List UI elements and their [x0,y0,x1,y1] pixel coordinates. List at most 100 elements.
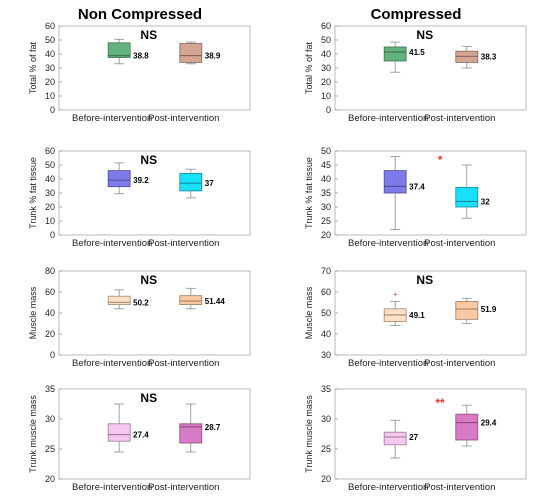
x-category-label: Post-intervention [148,238,219,249]
y-tick-label: 20 [321,230,331,240]
panel-nc-muscle: 0 20 40 60 80 Muscle mass 50.2 51.44 NS Before-in… [28,266,251,369]
y-tick-label: 20 [45,474,55,484]
box-before [383,170,407,194]
y-tick-label: 50 [321,308,331,318]
box-post [179,43,203,63]
y-tick-label: 50 [45,160,55,170]
median-value-label: 50.2 [133,298,149,307]
panel-c-fat: 0 10 20 30 40 50 60 Total % of fat 41.5 38.3 NS Bef… [304,21,527,124]
y-tick-label: 25 [321,216,331,226]
x-category-label: Post-intervention [424,482,495,493]
y-tick-label: 30 [45,188,55,198]
y-tick-label: 30 [321,350,331,360]
y-tick-label: 45 [321,160,331,170]
y-tick-label: 0 [50,350,55,360]
y-tick-label: 60 [45,287,55,297]
median-value-label: 32 [481,197,490,206]
x-category-label: Before-intervention [348,238,428,249]
x-category-label: Post-intervention [148,113,219,124]
box-post [179,172,203,192]
y-axis-label: Total % of fat [28,41,38,94]
significance-marker: ** [435,396,445,410]
x-category-label: Post-intervention [424,358,495,369]
significance-marker: NS [140,28,157,42]
median-value-label: 51.44 [205,297,226,306]
y-tick-label: 0 [326,105,331,115]
significance-marker: NS [140,273,157,287]
y-tick-label: 35 [321,384,331,394]
median-value-label: 38.8 [133,52,149,61]
y-axis-label: Trunk muscle mass [28,395,38,473]
y-tick-label: 0 [50,230,55,240]
median-value-label: 29.4 [481,419,497,428]
y-tick-label: 25 [321,444,331,454]
y-tick-label: 50 [45,35,55,45]
y-axis-label: Total % of fat [304,41,314,94]
y-tick-label: 40 [321,329,331,339]
panel-nc-trunkfat: 0 10 20 30 40 50 60 Trunk % fat tissue 39.2 37 NS B… [28,146,251,249]
median-value-label: 41.5 [409,48,425,57]
y-tick-label: 35 [321,188,331,198]
significance-marker: NS [416,28,433,42]
box-post [179,295,203,305]
y-tick-label: 20 [321,474,331,484]
axes-frame [334,388,527,480]
y-axis-label: Trunk % fat tissue [28,157,38,229]
y-tick-label: 10 [321,91,331,101]
x-category-label: Post-intervention [424,113,495,124]
y-tick-label: 50 [321,146,331,156]
box-post [455,301,479,320]
y-tick-label: 40 [45,49,55,59]
box-post [455,413,479,441]
title-compressed: Compressed [371,6,462,23]
y-tick-label: 80 [45,266,55,276]
y-tick-label: 30 [45,414,55,424]
significance-marker: NS [140,391,157,405]
y-tick-label: 0 [50,105,55,115]
axes-frame [334,150,527,236]
y-tick-label: 40 [45,174,55,184]
panel-nc-trunkmuscle: 20 25 30 35 Trunk muscle mass 27.4 28.7 NS Befor… [28,384,251,493]
title-non-compressed: Non Compressed [78,6,202,23]
y-tick-label: 50 [321,35,331,45]
median-value-label: 49.1 [409,311,425,320]
box-before [107,170,131,188]
x-category-label: Post-intervention [148,358,219,369]
y-tick-label: 40 [45,308,55,318]
x-category-label: Before-intervention [72,482,152,493]
significance-marker: NS [416,273,433,287]
median-value-label: 37 [205,179,214,188]
y-tick-label: 20 [321,77,331,87]
median-value-label: 37.4 [409,182,425,191]
y-tick-label: 60 [45,21,55,31]
significance-marker: NS [140,153,157,167]
y-axis-label: Trunk muscle mass [304,395,314,473]
panels: 0 10 20 30 40 50 60 Total % of fat 38.8 38.9 NS Bef… [28,21,527,493]
y-axis-label: Trunk % fat tissue [304,157,314,229]
x-category-label: Before-intervention [72,238,152,249]
box-post [179,423,203,444]
box-before [107,423,131,442]
y-tick-label: 30 [321,414,331,424]
box-post [455,186,479,208]
significance-marker: * [438,153,443,167]
y-tick-label: 25 [45,444,55,454]
y-tick-label: 60 [321,287,331,297]
y-tick-label: 40 [321,174,331,184]
box-before [107,42,131,58]
x-category-label: Before-intervention [348,358,428,369]
y-tick-label: 10 [45,216,55,226]
box-before [383,46,407,62]
axes-frame [58,388,251,480]
panel-c-trunkfat: 20 25 30 35 40 45 50 Trunk % fat tissue 37.4 32 * B… [304,146,527,249]
median-value-label: 38.9 [205,52,221,61]
x-category-label: Before-intervention [348,113,428,124]
x-category-label: Before-intervention [72,358,152,369]
box-before [107,295,131,306]
x-category-label: Before-intervention [348,482,428,493]
y-tick-label: 20 [45,77,55,87]
x-category-label: Before-intervention [72,113,152,124]
y-tick-label: 60 [45,146,55,156]
panel-nc-fat: 0 10 20 30 40 50 60 Total % of fat 38.8 38.9 NS Bef… [28,21,251,124]
y-axis-label: Muscle mass [304,286,314,339]
